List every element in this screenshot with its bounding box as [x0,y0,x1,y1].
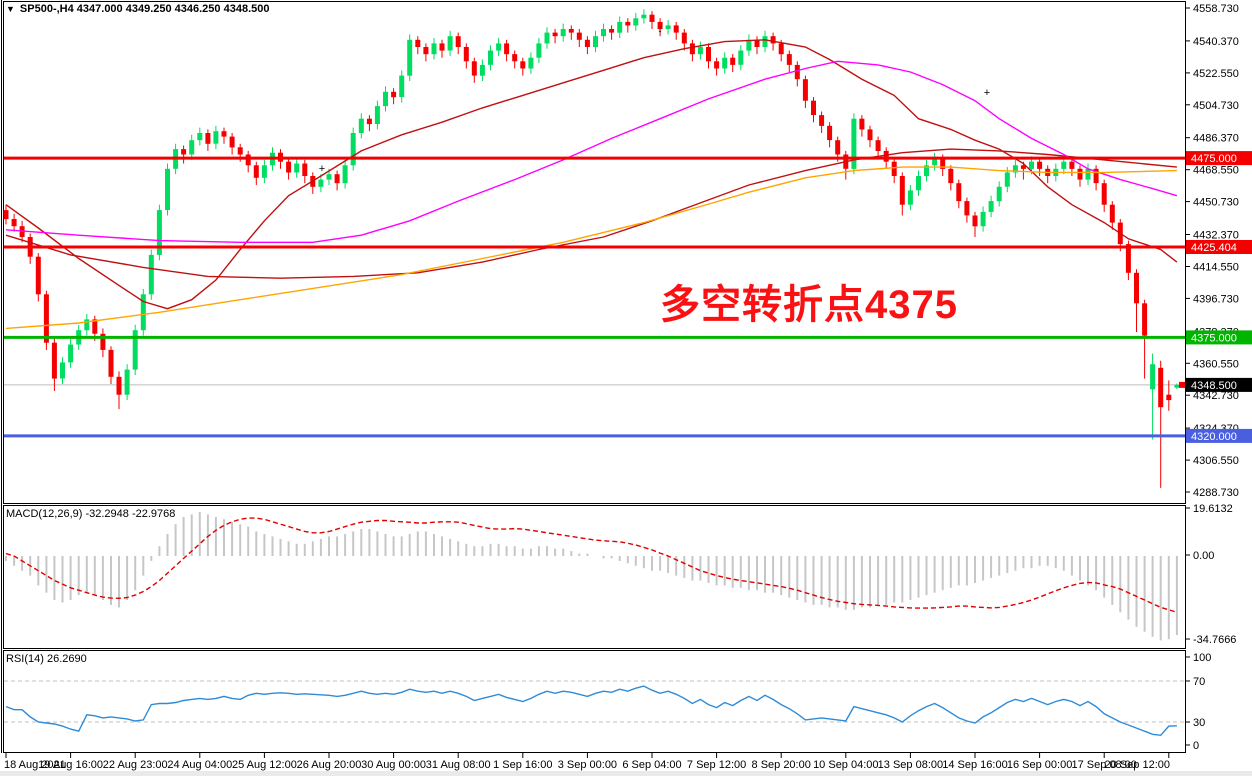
time-tick-label: 1 Sep 16:00 [493,759,552,771]
panel-frames [1,0,1186,753]
rsi-indicator-label: RSI(14) 26.2690 [6,653,87,665]
time-tick-label: 3 Sep 00:00 [558,759,617,771]
price-tick-label: 4558.730 [1193,3,1239,15]
svg-text:0: 0 [1193,740,1199,752]
time-tick-label: 31 Aug 08:00 [426,759,491,771]
svg-text:4348.500: 4348.500 [1191,380,1237,392]
price-tick-label: 4450.730 [1193,197,1239,209]
price-badge: 4320.000 [1186,428,1252,443]
candles [3,9,1180,488]
time-tick-label: 22 Aug 23:00 [103,759,168,771]
time-tick-label: 13 Sep 08:00 [878,759,943,771]
price-tick-label: 4468.550 [1193,165,1239,177]
time-tick-label: 26 Aug 20:00 [297,759,362,771]
chart-object-marker: + [319,163,325,175]
time-tick-label: 16 Sep 00:00 [1007,759,1072,771]
time-tick-label: 25 Aug 12:00 [232,759,297,771]
svg-text:30: 30 [1193,717,1205,729]
svg-text:70: 70 [1193,676,1205,688]
chart-object-marker: + [984,87,990,99]
price-badge: 4425.404 [1186,240,1252,254]
time-tick-label: 14 Sep 16:00 [942,759,1007,771]
time-tick-label: 18 Aug 2021 [4,759,66,771]
price-tick-label: 4540.370 [1193,36,1239,48]
price-tick-label: 4522.550 [1193,68,1239,80]
macd-histogram [5,512,1178,641]
chart-text-annotation[interactable]: 多空转折点4375 [660,283,958,327]
price-badge: 4375.000 [1186,330,1252,345]
price-badge: 4348.500 [1186,377,1252,392]
macd-signal-line [5,517,1178,613]
chart-object-marker: ↓ [657,23,663,35]
price-tick-label: 4414.550 [1193,262,1239,274]
symbol-dropdown-icon[interactable]: ▼ [6,4,15,14]
price-tick-label: 4360.550 [1193,358,1239,370]
svg-text:-34.7666: -34.7666 [1193,634,1236,646]
rsi-axis: 100 70 30 0 [1185,652,1211,752]
price-tick-label: 4432.370 [1193,230,1239,242]
svg-text:19.6132: 19.6132 [1193,503,1233,515]
macd-indicator-label: MACD(12,26,9) -32.2948 -22.9768 [6,508,176,520]
last-price-marker [1179,381,1185,388]
macd-axis: 19.6132 0.00 -34.7666 [1185,503,1236,646]
price-badge: 4475.000 [1186,151,1252,166]
price-tick-label: 4306.550 [1193,455,1239,467]
svg-text:100: 100 [1193,652,1211,664]
chart-title: ▼ SP500-,H4 4347.000 4349.250 4346.250 4… [6,3,269,15]
ma-fast-crimson [5,39,1178,310]
svg-text:0.00: 0.00 [1193,550,1214,562]
time-tick-label: 19 Aug 16:00 [38,759,103,771]
time-tick-label: 24 Aug 04:00 [167,759,232,771]
price-tick-label: 4486.370 [1193,133,1239,145]
time-tick-label: 30 Aug 00:00 [361,759,426,771]
ma-magenta [5,60,1178,244]
rsi-line [5,685,1177,737]
time-tick-label: 7 Sep 12:00 [687,759,746,771]
price-tick-label: 4504.730 [1193,100,1239,112]
ma-orange [5,166,1177,330]
time-tick-label: 10 Sep 04:00 [813,759,878,771]
time-tick-label: 20 Sep 12:00 [1105,759,1170,771]
price-tick-label: 4288.730 [1193,487,1239,499]
svg-text:4375.000: 4375.000 [1191,332,1237,344]
svg-text:4320.000: 4320.000 [1191,431,1237,443]
price-tick-label: 4342.730 [1193,390,1239,402]
time-tick-label: 17 Sep 08:00 [1071,759,1136,771]
svg-text:4425.404: 4425.404 [1191,242,1237,254]
price-tick-label: 4396.730 [1193,293,1239,305]
time-tick-label: 6 Sep 04:00 [622,759,681,771]
symbol-ohlc-text: SP500-,H4 4347.000 4349.250 4346.250 434… [19,3,270,15]
svg-text:4475.000: 4475.000 [1191,153,1237,165]
time-tick-label: 8 Sep 20:00 [752,759,811,771]
bottom-scrollbar-strip[interactable] [0,771,1252,776]
